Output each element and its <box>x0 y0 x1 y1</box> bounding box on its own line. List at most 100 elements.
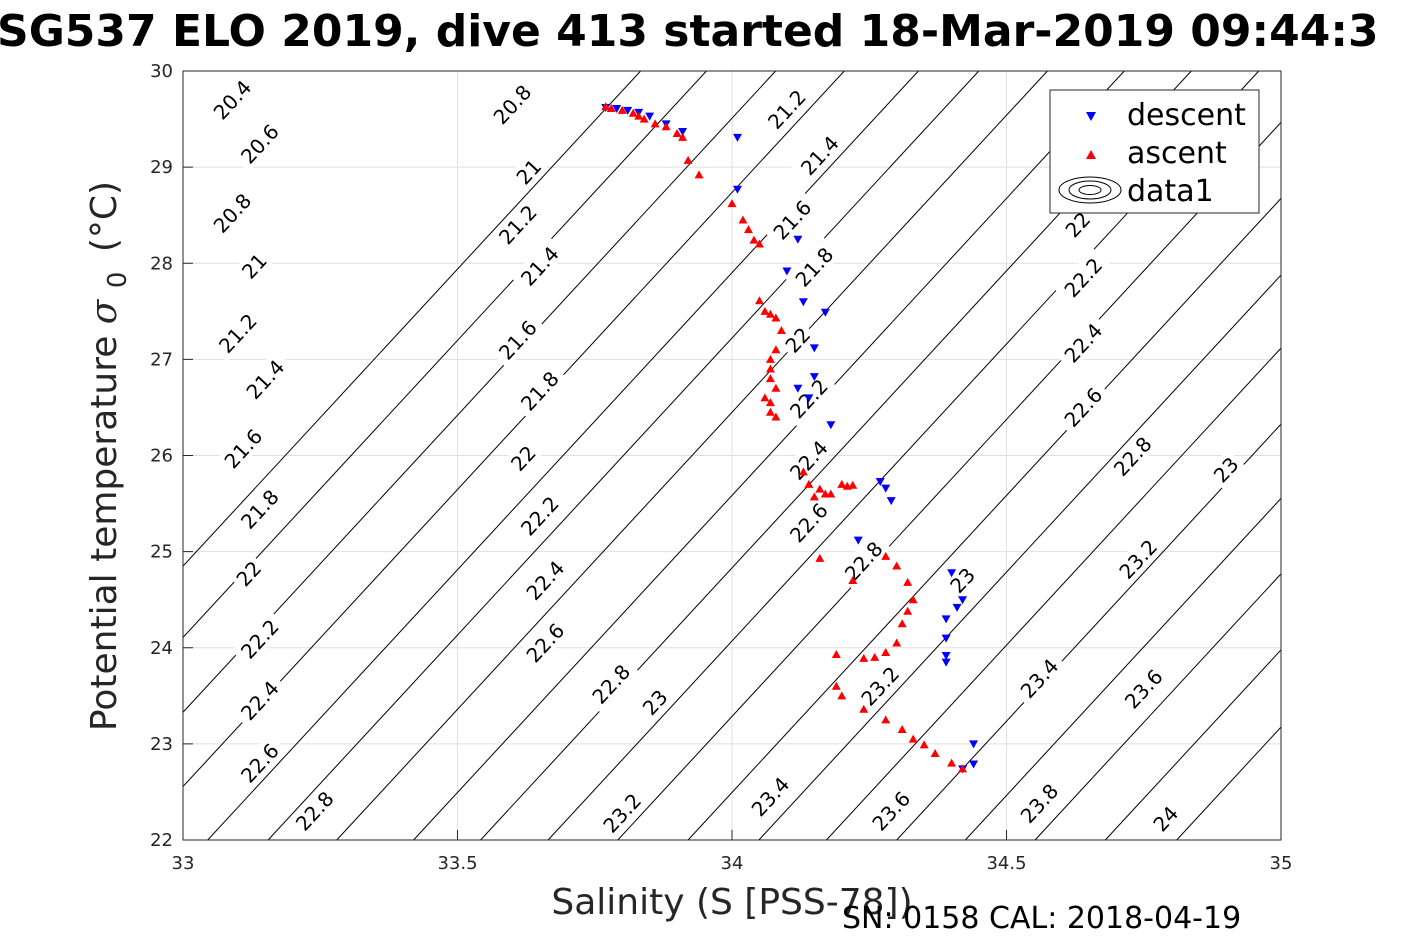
ascent-point <box>754 296 764 305</box>
ascent-point <box>908 595 918 604</box>
ascent-point <box>771 383 781 392</box>
contour-label-background <box>582 654 639 713</box>
descent-point <box>623 106 633 115</box>
density-contour-line <box>1034 573 1281 840</box>
ascent-point <box>837 691 847 700</box>
x-axis-ticks: 33 33.5 34 34.5 35 <box>172 830 1293 874</box>
descent-point <box>732 133 742 142</box>
contour-label-background <box>785 237 842 296</box>
descent-point <box>793 384 803 393</box>
ascent-point <box>919 740 929 749</box>
contour-label-background <box>516 613 573 671</box>
y-axis-label-main: Potential temperature <box>84 336 125 731</box>
ascent-point <box>809 492 819 501</box>
ascent-point <box>738 215 748 224</box>
contour-label: 22.6 <box>1054 378 1111 436</box>
ascent-point <box>765 364 775 373</box>
contour-label-background <box>763 190 820 249</box>
descent-series <box>601 104 979 774</box>
contour-label-background <box>634 681 675 722</box>
ascent-point <box>628 108 638 117</box>
contour-label-background <box>780 430 836 489</box>
contour-label-background <box>862 781 919 840</box>
density-contour-line <box>687 197 1281 840</box>
descent-point <box>941 634 951 643</box>
ascent-point <box>771 313 781 322</box>
ascent-point <box>694 170 704 179</box>
y-tick-label: 25 <box>150 542 173 563</box>
density-contour-line <box>267 71 980 840</box>
legend-box <box>1049 89 1260 214</box>
y-tick-label: 29 <box>150 157 173 178</box>
ascent-point <box>881 715 891 724</box>
ascent-point <box>727 199 737 208</box>
ascent-point <box>678 132 688 141</box>
descent-point <box>853 536 863 545</box>
ascent-point <box>771 412 781 421</box>
legend-ascent-label: ascent <box>1127 136 1227 171</box>
contour-label-background <box>502 437 543 478</box>
ascent-point <box>760 306 770 315</box>
chart-title: SG537 ELO 2019, dive 413 started 18-Mar-… <box>0 6 1379 57</box>
y-axis-label-subscript: 0 <box>103 272 133 289</box>
ascent-point <box>837 479 847 488</box>
ascent-point <box>776 326 786 335</box>
ascent-point <box>903 606 913 615</box>
ascent-point <box>639 114 649 123</box>
contour-label-background <box>1010 774 1067 832</box>
contour-label-background <box>203 70 260 128</box>
contour-label-background <box>593 783 650 842</box>
legend-descent-marker <box>1086 112 1096 121</box>
descent-point <box>941 651 951 660</box>
descent-point <box>782 267 792 276</box>
ascent-point <box>765 374 775 383</box>
density-contour-line <box>1104 649 1281 840</box>
descent-point <box>809 373 819 382</box>
ascent-point <box>650 119 660 128</box>
ascent-point <box>765 309 775 318</box>
descent-point <box>612 104 622 113</box>
ascent-point <box>947 758 957 767</box>
ascent-point <box>815 484 825 493</box>
contour-label-background <box>511 236 567 295</box>
ascent-point <box>908 734 918 743</box>
descent-point <box>886 497 896 506</box>
ascent-point <box>897 724 907 733</box>
ascent-point <box>892 561 902 570</box>
ascent-series <box>601 102 968 773</box>
descent-point <box>804 394 814 403</box>
contour-label-background <box>1145 798 1185 839</box>
y-tick-label: 22 <box>150 830 173 851</box>
ascent-point <box>815 553 825 562</box>
ascent-point <box>848 480 858 489</box>
density-contour-line <box>183 71 707 639</box>
contour-label-background <box>758 80 814 138</box>
contour-label-background <box>489 195 545 253</box>
ascent-point <box>831 649 841 658</box>
contour-label-background <box>1115 659 1171 718</box>
contour-label-background <box>741 767 798 825</box>
ascent-point <box>903 577 913 586</box>
descent-point <box>969 740 979 749</box>
density-contour-line <box>896 423 1281 840</box>
ascent-point <box>870 652 880 661</box>
contour-label-background <box>228 553 268 593</box>
contour-label-background <box>777 319 817 360</box>
contour-label-background <box>489 310 545 369</box>
descent-point <box>645 112 655 121</box>
calibration-footer: SN: 0158 CAL: 2018-04-19 <box>842 901 1241 936</box>
density-contour-line <box>183 71 641 567</box>
x-tick-label: 33.5 <box>437 853 477 874</box>
contour-label-background <box>1054 378 1111 436</box>
contour-label-background <box>203 183 260 242</box>
ascent-point <box>897 619 907 628</box>
legend-ascent-marker <box>1086 150 1096 159</box>
x-tick-label: 34.5 <box>986 853 1026 874</box>
descent-point <box>969 760 979 769</box>
ascent-point <box>958 764 968 773</box>
ascent-point <box>765 354 775 363</box>
x-tick-label: 35 <box>1270 853 1293 874</box>
ascent-point <box>881 648 891 657</box>
legend-data1-label: data1 <box>1127 174 1214 209</box>
x-tick-label: 34 <box>721 853 744 874</box>
